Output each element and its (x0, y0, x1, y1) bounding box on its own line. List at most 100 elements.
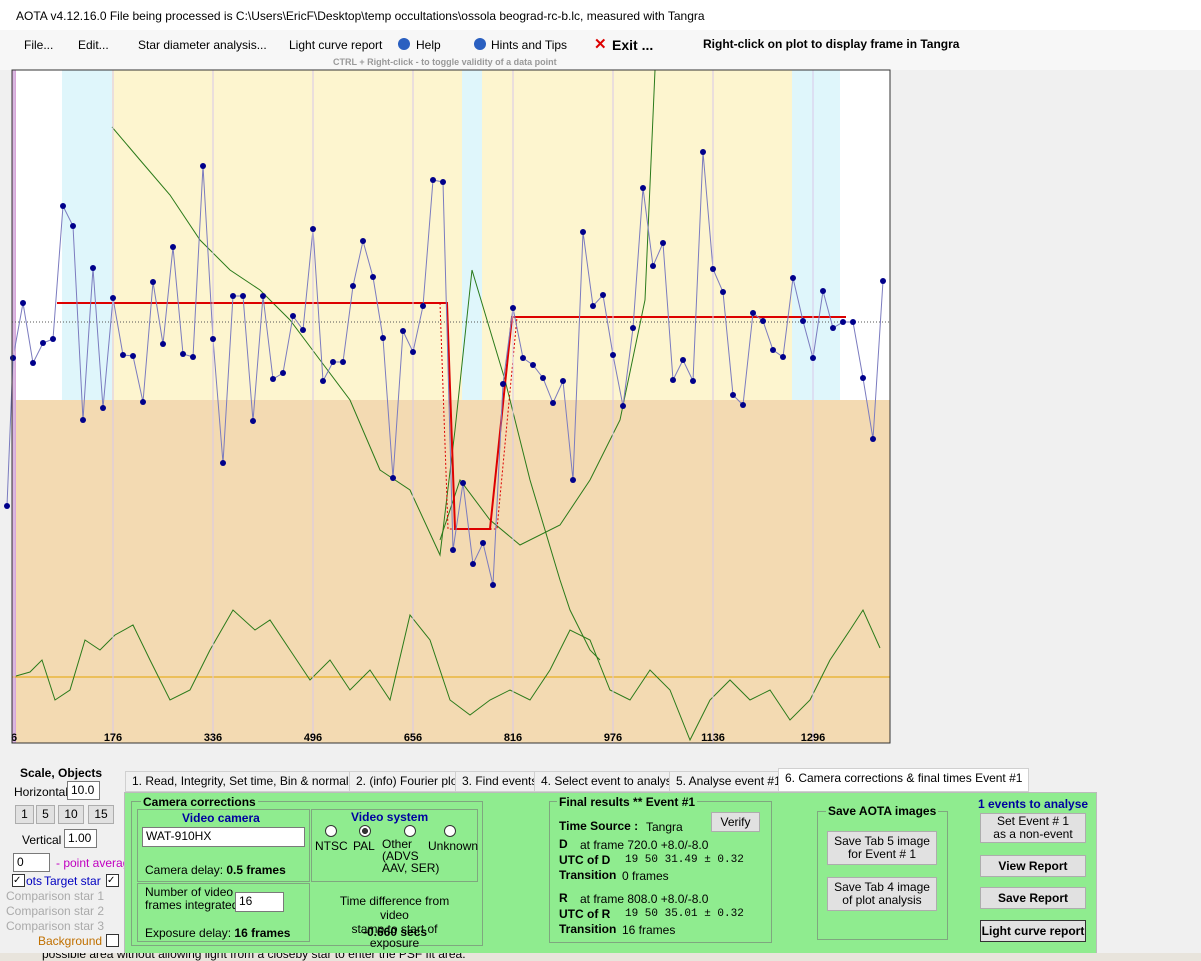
menu-bar (0, 30, 1201, 70)
data-point (210, 336, 216, 342)
menu-light-curve[interactable]: Light curve report (289, 38, 383, 52)
events-title: 1 events to analyse (978, 797, 1089, 811)
data-point (60, 203, 66, 209)
radio[interactable] (325, 825, 337, 837)
data-point (480, 540, 486, 546)
save-tab4-button[interactable]: Save Tab 4 image of plot analysis (827, 877, 937, 911)
data-point (160, 341, 166, 347)
data-point (500, 381, 506, 387)
label: Transition (559, 922, 617, 936)
save-tab5-button[interactable]: Save Tab 5 image for Event # 1 (827, 831, 937, 865)
data-point (780, 354, 786, 360)
tab[interactable]: 2. (info) Fourier plot (349, 771, 468, 792)
radio-label: PAL (353, 839, 375, 853)
data-point (10, 355, 16, 361)
help-icon (398, 38, 410, 50)
data-point (690, 378, 696, 384)
vertical-input[interactable]: 1.00 (64, 829, 97, 848)
camera-select[interactable]: WAT-910HX (142, 827, 305, 847)
title-bar (0, 0, 1201, 30)
radio[interactable] (404, 825, 416, 837)
value: 16 frames (622, 923, 676, 937)
x-tick-label: 1136 (701, 732, 725, 744)
menu-edit[interactable]: Edit... (78, 38, 109, 52)
non-event-button[interactable]: Set Event # 1 as a non-event (980, 813, 1086, 843)
menu-star-diameter[interactable]: Star diameter analysis... (138, 38, 267, 52)
data-point (50, 336, 56, 342)
object-label: ots (26, 874, 43, 888)
data-point (410, 349, 416, 355)
label: Exposure delay: (145, 926, 235, 940)
verify-button[interactable]: Verify (711, 812, 760, 832)
label: UTC of D (559, 853, 611, 867)
data-point (730, 392, 736, 398)
horizontal-input[interactable]: 10.0 (67, 781, 100, 800)
average-select[interactable]: 0 (13, 853, 50, 872)
tab[interactable]: 1. Read, Integrity, Set time, Bin & norm… (125, 771, 371, 792)
light-curve-plot[interactable]: 6 176 336 496 656 816 976 1136 1296 (0, 0, 900, 760)
data-point (80, 417, 86, 423)
value: 19 50 35.01 ± 0.32 (625, 908, 744, 920)
checkbox[interactable]: ✓ (106, 874, 119, 887)
data-point (270, 376, 276, 382)
background-window: possible area without allowing light fro… (0, 953, 1201, 961)
scale-button[interactable]: 10 (58, 805, 84, 824)
data-point (280, 370, 286, 376)
label: Transition (559, 868, 617, 882)
x-tick-label: 656 (404, 732, 422, 744)
horizontal-label: Horizontal (14, 785, 69, 799)
menu-help[interactable]: Help (416, 38, 441, 52)
data-point (770, 347, 776, 353)
data-point (320, 378, 326, 384)
camera-group (131, 801, 483, 946)
time-diff-label: Time difference from video stamp to star… (339, 894, 450, 950)
tab-panel (124, 792, 1097, 955)
data-point (710, 266, 716, 272)
video-camera-title: Video camera (182, 811, 260, 825)
light-curve-report-button[interactable]: Light curve report (980, 920, 1086, 942)
radio-label: Other (ADVS AAV, SER) (382, 837, 440, 875)
menu-exit[interactable]: Exit ... (612, 37, 654, 53)
data-point (520, 355, 526, 361)
save-report-button[interactable]: Save Report (980, 887, 1086, 909)
data-point (720, 289, 726, 295)
data-point (570, 477, 576, 483)
tab[interactable]: 5. Analyse event #1 (669, 771, 788, 792)
x-tick-label: 976 (604, 732, 622, 744)
label: UTC of R (559, 907, 611, 921)
tab-selected[interactable]: 6. Camera corrections & final times Even… (778, 768, 1030, 792)
checkbox[interactable] (106, 934, 119, 947)
checkbox[interactable]: ✓ (12, 874, 25, 887)
menu-hints[interactable]: Hints and Tips (491, 38, 568, 52)
scale-button[interactable]: 15 (88, 805, 114, 824)
menu-subhint: CTRL + Right-click - to toggle validity … (333, 57, 557, 67)
vertical-label: Vertical (22, 833, 62, 847)
value: 16 frames (234, 926, 291, 940)
data-point (190, 354, 196, 360)
x-tick-label: 336 (204, 732, 222, 744)
tab[interactable]: 4. Select event to analyse (534, 771, 686, 792)
data-point (860, 375, 866, 381)
x-tick-label: 1296 (801, 732, 825, 744)
data-point (750, 310, 756, 316)
value: at frame 808.0 +8.0/-8.0 (580, 892, 709, 906)
scale-button[interactable]: 1 (15, 805, 34, 824)
value: Tangra (646, 820, 683, 834)
radio[interactable] (444, 825, 456, 837)
time-diff-value: -0.660 secs (363, 925, 428, 939)
tab[interactable]: 3. Find events (455, 771, 545, 792)
scale-button[interactable]: 5 (36, 805, 55, 824)
x-tick-label: 496 (304, 732, 322, 744)
radio[interactable] (359, 825, 371, 837)
data-point (20, 300, 26, 306)
data-point (350, 283, 356, 289)
view-report-button[interactable]: View Report (980, 855, 1086, 877)
label: D (559, 837, 568, 851)
data-point (90, 265, 96, 271)
menu-file[interactable]: File... (24, 38, 54, 52)
data-point (840, 319, 846, 325)
radio-label: Unknown (428, 839, 479, 853)
frames-select[interactable]: 16 (235, 892, 284, 912)
data-point (240, 293, 246, 299)
